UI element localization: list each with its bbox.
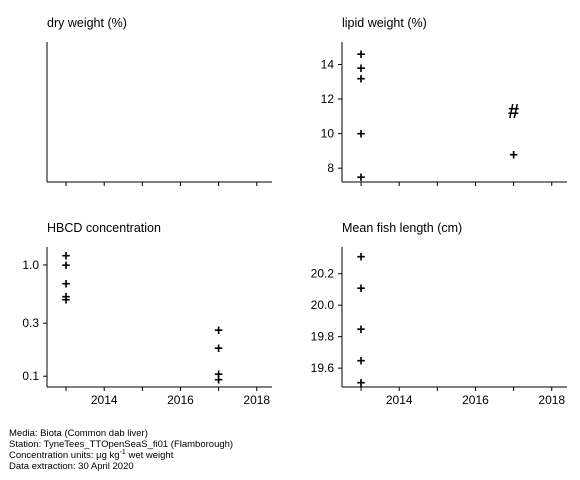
panel-title-hbcd: HBCD concentration [47, 221, 161, 235]
fish-length-x-tick-label: 2014 [386, 393, 413, 407]
panel-title-dry-weight: dry weight (%) [47, 16, 127, 30]
fish-length-data-point: + [357, 352, 366, 369]
footer-units-prefix: Concentration units: µg kg [9, 450, 120, 461]
hbcd-x-tick-label: 2016 [167, 393, 194, 407]
lipid-weight-data-point: + [357, 70, 366, 87]
footer-units-exponent: -1 [119, 448, 126, 456]
hbcd-data-point: + [62, 291, 71, 308]
lipid-weight-data-point: + [357, 169, 366, 186]
hbcd-data-point: + [62, 257, 71, 274]
lipid-weight-data-point: + [357, 126, 366, 143]
footer-media: Media: Biota (Common dab liver) [9, 428, 148, 439]
lipid-weight-data-point: + [357, 60, 366, 77]
hbcd-data-point: + [62, 247, 71, 264]
hbcd-data-point: + [214, 372, 223, 389]
footer-units: Concentration units: µg kg-1 wet weight [9, 448, 233, 461]
fish-length-y-tick-label: 20.0 [311, 298, 335, 312]
hbcd-data-point: + [214, 340, 223, 357]
fish-length-x-tick-label: 2018 [538, 393, 565, 407]
hbcd-y-tick-label: 0.1 [22, 369, 39, 383]
hbcd-x-tick-label: 2018 [243, 393, 270, 407]
lipid-weight-y-tick-label: 14 [321, 57, 335, 71]
fish-length-y-tick-label: 19.8 [311, 330, 335, 344]
footer-notes: Media: Biota (Common dab liver) Station:… [9, 428, 233, 472]
hbcd-data-point: + [62, 276, 71, 293]
fish-length-data-point: + [357, 248, 366, 265]
hbcd-x-tick-label: 2014 [91, 393, 118, 407]
hbcd-y-tick-label: 1.0 [22, 258, 39, 272]
lipid-weight-y-tick-label: 8 [327, 161, 334, 175]
hbcd-data-point: + [214, 322, 223, 339]
lipid-weight-y-tick-label: 12 [321, 92, 335, 106]
fish-length-y-tick-label: 19.6 [311, 361, 335, 375]
lipid-weight-data-point: # [508, 101, 519, 123]
hbcd-y-tick-label: 0.3 [22, 316, 39, 330]
footer-extraction: Data extraction: 30 April 2020 [9, 461, 134, 472]
footer-units-suffix: wet weight [125, 450, 174, 461]
hbcd-data-point: + [62, 289, 71, 306]
fish-length-data-point: + [357, 280, 366, 297]
footer-station: Station: TyneTees_TTOpenSeaS_fi01 (Flamb… [9, 439, 234, 450]
fish-length-y-tick-label: 20.2 [311, 267, 335, 281]
panel-title-fish-length: Mean fish length (cm) [342, 221, 463, 235]
fish-length-x-tick-label: 2016 [462, 393, 489, 407]
lipid-weight-data-point: + [357, 46, 366, 63]
hbcd-data-point: + [214, 366, 223, 383]
fish-length-data-point: + [357, 321, 366, 338]
lipid-weight-y-tick-label: 10 [321, 127, 335, 141]
lipid-weight-data-point: + [509, 146, 518, 163]
panel-title-lipid-weight: lipid weight (%) [342, 16, 427, 30]
fish-length-data-point: + [357, 374, 366, 391]
